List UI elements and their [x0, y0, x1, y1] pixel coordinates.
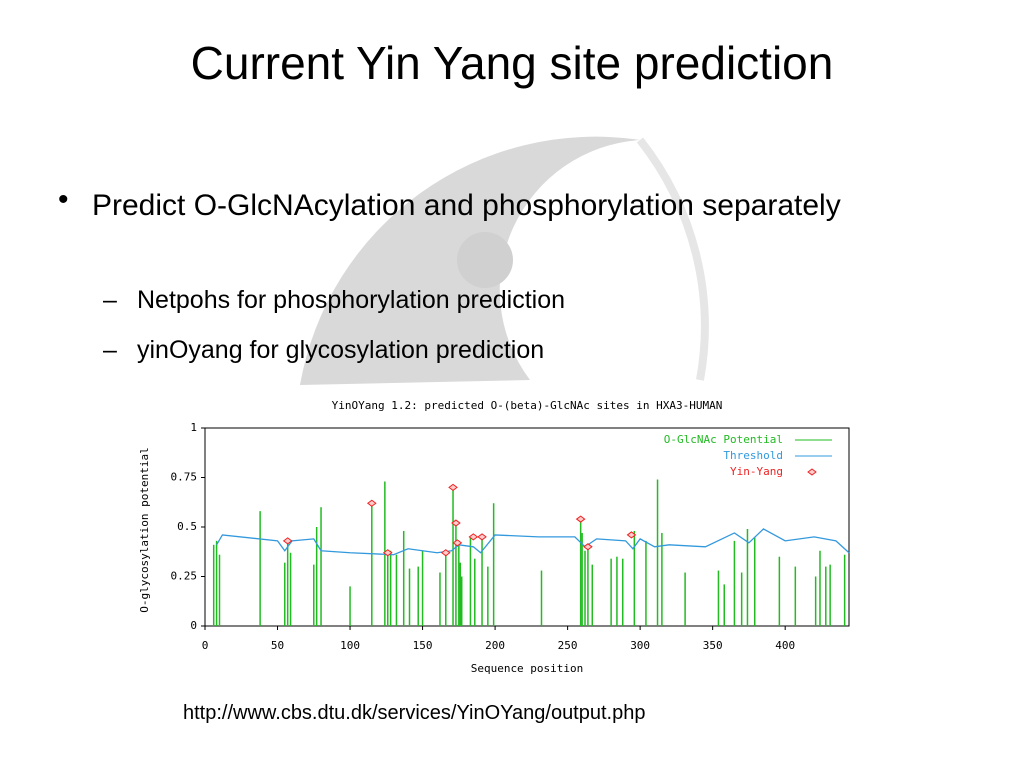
- yin-yang-marker: [382, 549, 393, 557]
- marker-shape: [382, 549, 393, 557]
- sub-dash: –: [103, 336, 117, 364]
- marker-shape: [440, 549, 451, 557]
- x-tick-label: 50: [271, 639, 284, 652]
- y-tick-label: 1: [190, 421, 197, 434]
- marker-shape: [477, 533, 487, 541]
- yin-yang-marker: [575, 515, 586, 523]
- marker-shape: [366, 499, 377, 507]
- slide-title: Current Yin Yang site prediction: [190, 37, 834, 89]
- x-tick-label: 350: [703, 639, 723, 652]
- source-url: http://www.cbs.dtu.dk/services/YinOYang/…: [183, 702, 646, 724]
- marker-shape: [448, 483, 458, 492]
- chart-title: YinOYang 1.2: predicted O-(beta)-GlcNAc …: [332, 399, 723, 412]
- yin-yang-marker: [583, 543, 593, 551]
- marker-shape: [282, 537, 293, 545]
- threshold-line: [216, 528, 850, 556]
- x-axis-label: Sequence position: [471, 662, 584, 675]
- y-axis-label: O-glycosylation potential: [138, 447, 151, 613]
- marker-shape: [807, 468, 817, 476]
- y-tick-label: 0.5: [177, 520, 197, 533]
- yin-yang-edge: [636, 137, 709, 381]
- legend-label: O-GlcNAc Potential: [664, 433, 783, 446]
- marker-shape: [575, 515, 586, 523]
- x-tick-label: 0: [202, 639, 209, 652]
- y-tick-label: 0.25: [171, 570, 198, 583]
- sub-bullet: Netpohs for phosphorylation prediction: [137, 286, 566, 314]
- y-tick-label: 0.75: [171, 471, 198, 484]
- y-tick-label: 0: [190, 619, 197, 632]
- bullet-dot: •: [58, 183, 69, 216]
- marker-shape: [451, 519, 461, 527]
- marker-shape: [452, 539, 463, 547]
- sub-dash: –: [103, 286, 117, 314]
- legend-label: Threshold: [723, 449, 783, 462]
- yin-yang-marker: [282, 537, 293, 545]
- x-tick-label: 300: [630, 639, 650, 652]
- sub-bullet: yinOyang for glycosylation prediction: [137, 336, 545, 364]
- marker-shape: [583, 543, 593, 551]
- legend-label: Yin-Yang: [730, 465, 783, 478]
- yin-yang-dot: [457, 232, 513, 288]
- x-tick-label: 400: [775, 639, 795, 652]
- yin-yang-marker: [440, 549, 451, 557]
- x-tick-label: 100: [340, 639, 360, 652]
- x-tick-label: 250: [558, 639, 578, 652]
- yin-yang-marker: [451, 519, 461, 527]
- x-tick-label: 200: [485, 639, 505, 652]
- x-tick-label: 150: [413, 639, 433, 652]
- yin-yang-marker: [626, 531, 637, 539]
- bullet: Predict O-GlcNAcylation and phosphorylat…: [92, 189, 841, 222]
- yin-yang-marker: [448, 483, 458, 492]
- yin-yang-marker: [452, 539, 463, 547]
- marker-shape: [626, 531, 637, 539]
- yin-yang-marker: [366, 499, 377, 507]
- yin-yang-marker: [807, 468, 817, 476]
- yin-yang-marker: [477, 533, 487, 541]
